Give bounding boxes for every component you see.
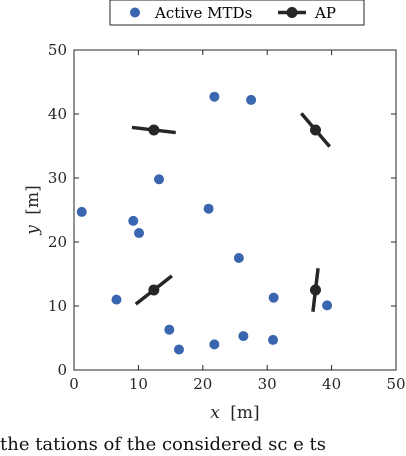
y-tick-label: 30 [48,169,67,187]
x-tick-label: 10 [129,375,148,393]
mtd-point [238,331,249,342]
y-tick-label: 0 [57,361,67,379]
mtd-point [164,324,175,335]
mtd-point [267,334,278,345]
legend-label-mtd: Active MTDs [154,4,252,22]
x-axis-unit: [m] [230,403,259,423]
x-axis-ticks: 0 10 20 30 40 50 [69,50,406,393]
mtd-point [128,215,139,226]
mtd-point [154,174,165,185]
y-tick-label: 20 [48,233,67,251]
mtd-point [111,294,122,305]
mtd-point [209,91,220,102]
ap-series [131,112,332,312]
x-tick-label: 50 [386,375,405,393]
y-axis-var: y [23,225,43,236]
mtd-series [76,91,333,355]
ap-point [310,284,321,296]
plot-frame [73,49,397,371]
legend: Active MTDs AP [109,0,365,26]
y-axis-unit: [m] [23,185,43,214]
x-tick-label: 0 [69,375,79,393]
ap-point [148,124,160,136]
y-axis-ticks: 0 10 20 30 40 50 [48,41,396,379]
ap-point [148,284,160,296]
x-tick-label: 20 [193,375,212,393]
legend-mtd-marker [130,7,140,18]
mtd-point [203,203,214,214]
x-axis-var: x [210,403,220,423]
y-tick-label: 40 [48,105,67,123]
mtd-point [322,300,333,311]
mtd-point [268,292,279,303]
mtd-point [246,94,257,105]
x-axis-title: x [m] [210,403,259,423]
legend-ap-marker [286,7,298,18]
mtd-point [233,253,244,263]
mtd-point [134,228,145,239]
y-tick-label: 10 [48,297,67,315]
figure-caption: the tations of the considered sc e ts [0,434,327,455]
mtd-point [209,339,220,350]
legend-label-ap: AP [314,4,336,22]
mtd-point [173,344,184,355]
y-tick-label: 50 [48,41,67,59]
y-axis-title: y [m] [23,185,43,235]
x-tick-label: 40 [322,375,341,393]
legend-box [109,0,365,26]
ap-point [310,124,321,136]
x-tick-label: 30 [258,375,277,393]
mtd-point [76,206,87,217]
